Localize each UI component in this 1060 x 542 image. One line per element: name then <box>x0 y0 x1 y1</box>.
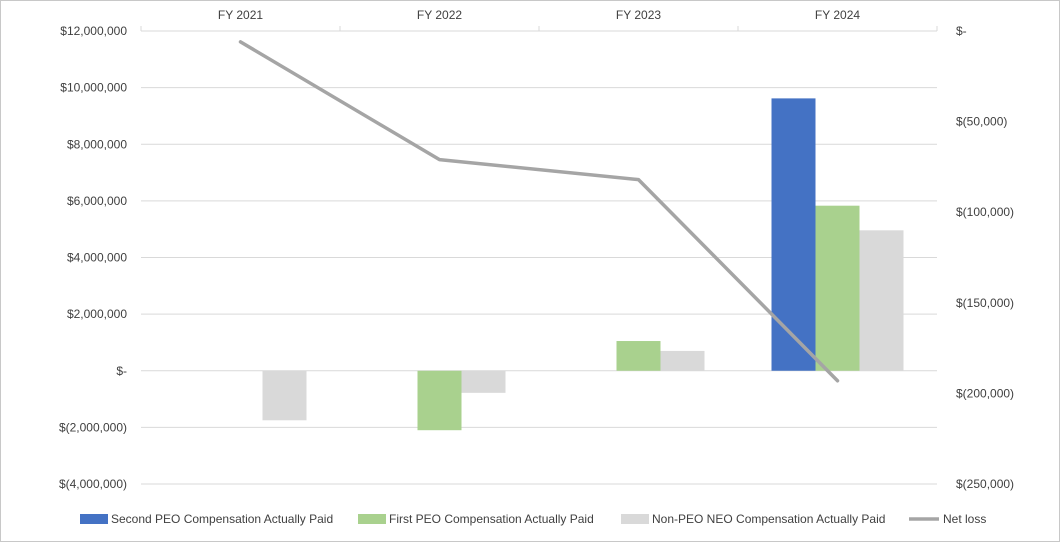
category-axis: FY 2021 FY 2022 FY 2023 FY 2024 <box>140 8 938 31</box>
bar <box>461 370 506 393</box>
net-loss-series-line <box>238 40 840 383</box>
legend-swatch <box>80 514 108 524</box>
left-axis-tick-label: $6,000,000 <box>67 194 127 208</box>
legend-swatch <box>358 514 386 524</box>
left-axis-tick-label: $2,000,000 <box>67 307 127 321</box>
left-axis-tick-label: $4,000,000 <box>67 251 127 265</box>
category-label: FY 2022 <box>417 8 462 22</box>
left-axis-ticks: $12,000,000 $10,000,000 $8,000,000 $6,000,0… <box>59 24 127 491</box>
left-axis-tick-label: $(2,000,000) <box>59 420 127 434</box>
bar <box>417 370 462 431</box>
left-axis-tick-label: $- <box>116 364 127 378</box>
legend-label: Net loss <box>943 512 986 526</box>
left-axis-tick-label: $10,000,000 <box>60 81 127 95</box>
bar <box>660 350 705 371</box>
legend-label: First PEO Compensation Actually Paid <box>389 512 594 526</box>
legend-label: Non-PEO NEO Compensation Actually Paid <box>652 512 885 526</box>
right-axis-tick-label: $(150,000) <box>956 296 1014 310</box>
bar <box>262 370 307 421</box>
right-axis-tick-label: $(50,000) <box>956 115 1007 129</box>
legend-label: Second PEO Compensation Actually Paid <box>111 512 333 526</box>
category-label: FY 2024 <box>815 8 860 22</box>
bar <box>859 230 904 371</box>
bars <box>262 98 904 431</box>
bar <box>616 341 661 371</box>
left-axis-tick-label: $(4,000,000) <box>59 477 127 491</box>
net-loss-line <box>238 40 840 383</box>
category-label: FY 2021 <box>218 8 263 22</box>
bar <box>815 205 860 371</box>
left-axis-tick-label: $12,000,000 <box>60 24 127 38</box>
right-axis-tick-label: $(100,000) <box>956 205 1014 219</box>
category-label: FY 2023 <box>616 8 661 22</box>
bar <box>771 98 816 371</box>
right-axis-tick-label: $(200,000) <box>956 386 1014 400</box>
legend-swatch <box>621 514 649 524</box>
legend: Second PEO Compensation Actually Paid Fir… <box>80 512 986 526</box>
right-axis-ticks: $- $(50,000) $(100,000) $(150,000) $(200,000… <box>956 24 1014 491</box>
right-axis-tick-label: $(250,000) <box>956 477 1014 491</box>
left-axis-tick-label: $8,000,000 <box>67 137 127 151</box>
right-axis-tick-label: $- <box>956 24 967 38</box>
